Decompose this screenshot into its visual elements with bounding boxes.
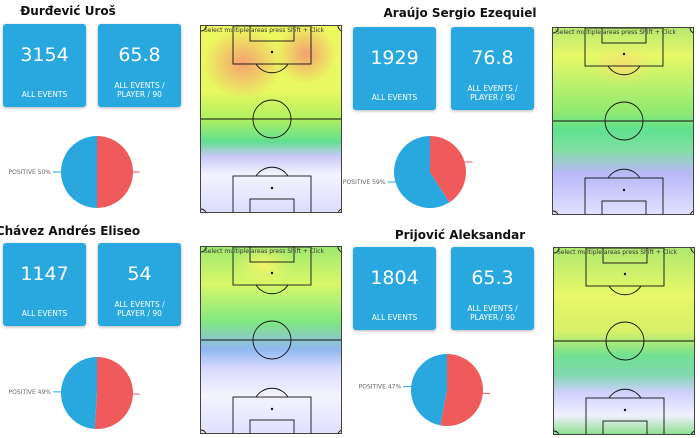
label-line-2: PLAYER / 90: [470, 313, 515, 322]
heatmap-pitch[interactable]: Select multiple areas press Shift + Clic…: [200, 246, 342, 434]
all-events-card: 1804 ALL EVENTS: [353, 247, 436, 330]
pitch-markings: [201, 26, 341, 212]
events-per90-card: 54 ALL EVENTS / PLAYER / 90: [98, 243, 181, 326]
heatmap-pitch[interactable]: Select multiple areas press Shift + Clic…: [552, 27, 694, 215]
selection-hint: Select multiple areas press Shift + Clic…: [204, 248, 325, 255]
label-line-1: ALL EVENTS /: [114, 81, 165, 90]
selection-hint: Select multiple areas press Shift + Clic…: [557, 249, 678, 256]
events-per90-value: 76.8: [471, 47, 514, 69]
events-per90-label: ALL EVENTS / PLAYER / 90: [98, 81, 181, 99]
all-events-card: 1929 ALL EVENTS: [353, 27, 436, 110]
events-per90-value: 65.8: [118, 44, 161, 66]
events-per90-value: 65.3: [471, 267, 514, 289]
label-line-1: ALL EVENTS /: [467, 304, 518, 313]
player-name: Đurđević Uroš: [20, 4, 116, 18]
all-events-value: 3154: [20, 44, 69, 66]
heatmap-pitch[interactable]: Select multiple areas press Shift + Clic…: [200, 25, 342, 213]
label-line-2: PLAYER / 90: [117, 90, 162, 99]
pitch-markings: [554, 248, 694, 434]
all-events-label: ALL EVENTS: [371, 93, 418, 102]
all-events-value: 1929: [370, 47, 419, 69]
positive-label: POSITIVE 50%: [9, 169, 52, 176]
label-line-2: PLAYER / 90: [470, 93, 515, 102]
events-per90-label: ALL EVENTS / PLAYER / 90: [98, 300, 181, 318]
selection-hint: Select multiple areas press Shift + Clic…: [204, 27, 325, 34]
events-per90-card: 65.3 ALL EVENTS / PLAYER / 90: [451, 247, 534, 330]
all-events-label: ALL EVENTS: [371, 313, 418, 322]
all-events-card: 3154 ALL EVENTS: [3, 24, 86, 107]
positive-negative-pie: NEGATIVE 53%POSITIVE 47%: [359, 354, 490, 426]
label-line-2: PLAYER / 90: [117, 309, 162, 318]
positive-label: POSITIVE 49%: [9, 389, 52, 396]
player-name: Chávez Andrés Eliseo: [0, 224, 141, 238]
all-events-value: 1804: [370, 267, 419, 289]
heatmap-pitch[interactable]: Select multiple areas press Shift + Clic…: [553, 247, 695, 435]
pie-slice-negative[interactable]: [94, 357, 133, 429]
pitch-markings: [201, 247, 341, 433]
player-name: Prijović Aleksandar: [394, 228, 526, 242]
pie-slice-negative[interactable]: [430, 136, 466, 203]
pie-slice-negative[interactable]: [97, 136, 133, 208]
pie-slice-positive[interactable]: [61, 136, 97, 208]
all-events-label: ALL EVENTS: [21, 309, 68, 318]
player-name: Araújo Sergio Ezequiel: [383, 6, 537, 20]
events-per90-label: ALL EVENTS / PLAYER / 90: [451, 304, 534, 322]
events-per90-label: ALL EVENTS / PLAYER / 90: [451, 84, 534, 102]
positive-label: POSITIVE 47%: [359, 384, 402, 391]
all-events-value: 1147: [20, 263, 69, 285]
pie-slice-positive[interactable]: [394, 136, 450, 208]
positive-negative-pie: NEGATIVE 41%POSITIVE 59%: [343, 136, 473, 208]
pitch-markings: [553, 28, 693, 214]
events-per90-card: 65.8 ALL EVENTS / PLAYER / 90: [98, 24, 181, 107]
label-line-1: ALL EVENTS /: [467, 84, 518, 93]
positive-negative-pie: NEGATIVE 51%POSITIVE 49%: [9, 357, 140, 429]
positive-label: POSITIVE 59%: [343, 179, 386, 186]
label-line-1: ALL EVENTS /: [114, 300, 165, 309]
events-per90-card: 76.8 ALL EVENTS / PLAYER / 90: [451, 27, 534, 110]
positive-negative-pie: NEGATIVE 50%POSITIVE 50%: [9, 136, 140, 208]
events-per90-value: 54: [127, 263, 152, 285]
all-events-label: ALL EVENTS: [21, 90, 68, 99]
pie-slice-negative[interactable]: [440, 354, 483, 426]
pie-slice-positive[interactable]: [410, 354, 447, 426]
all-events-card: 1147 ALL EVENTS: [3, 243, 86, 326]
pie-slice-positive[interactable]: [60, 357, 97, 429]
selection-hint: Select multiple areas press Shift + Clic…: [556, 29, 677, 36]
